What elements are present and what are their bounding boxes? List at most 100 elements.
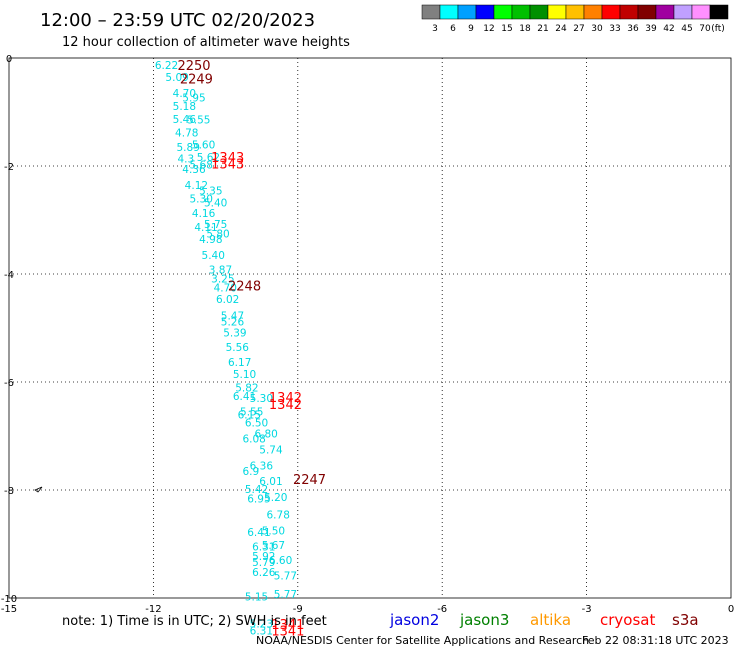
wave-height-value: 5.79 [252,557,275,569]
legend-label: 21 [537,24,548,34]
wave-height-value: 6.31 [250,625,273,637]
pass-time-label: 2248 [228,279,261,294]
legend-label: 12 [483,24,494,34]
wave-height-value: 3.87 [209,265,232,277]
wave-height-value: 5.74 [259,445,283,457]
wave-height-value: 5.26 [221,317,245,329]
plot-border [8,57,732,599]
wave-height-value: 4.3 [177,153,194,165]
legend-label: 36 [627,24,639,34]
grid-lines [9,58,731,598]
pass-time-label: 1343 [211,151,244,166]
wave-height-value: 5.42 [245,484,268,496]
wave-height-value: 6.41 [247,527,270,539]
x-tick-label: -15 [1,604,17,615]
satellite-legend: jason2 jason3 altika cryosat s3a [389,611,699,629]
wave-height-value: 6.36 [250,461,274,473]
legend-label: 15 [501,24,512,34]
footnote: note: 1) Time is in UTC; 2) SWH is in fe… [62,614,327,629]
wave-height-value: 6.15 [238,409,261,421]
wave-height-value: 5.09 [165,72,188,84]
y-tick-label: -6 [4,378,14,389]
wave-height-value: 5.55 [187,115,210,127]
legend-label: 3 [432,24,438,34]
x-axis: -15 -12 -9 -6 -3 0 [1,604,734,615]
legend-label: 27 [573,24,584,34]
x-tick-label: 0 [728,604,734,615]
wave-height-value: 5.39 [223,327,246,339]
legend-swatch [565,4,585,20]
wave-height-value: 4.70 [214,283,237,295]
timestamp: Feb 22 08:31:18 UTC 2023 [582,634,729,647]
wave-height-value: 5.30 [250,393,273,405]
wave-height-value: 6.31 [252,542,275,554]
wave-height-value: 4.70 [173,88,196,100]
legend-label: 6 [450,24,456,34]
legend-swatch [529,4,549,20]
wave-height-value: 5.10 [233,369,256,381]
satellite-jason3: jason3 [459,611,509,629]
wave-height-value: 5.50 [262,526,285,538]
pass-time-label: 2247 [293,473,326,488]
wave-height-value: 4.11 [194,222,217,234]
wave-height-value: 4.16 [192,208,216,220]
pass-time-label: 1341 [271,624,304,639]
legend-swatch [583,4,603,20]
wave-height-value: 5.95 [182,92,205,104]
legend-label: 42 [663,24,674,34]
legend-label: 18 [519,24,531,34]
legend-swatch [493,4,513,20]
pass-time-label: 2250 [177,59,210,74]
wave-height-value: 5.23 [250,618,273,630]
legend-label: 33 [609,24,620,34]
wave-height-value: 6.22 [155,60,178,72]
legend-label: 70 [699,24,711,34]
pass-time-label: 1343 [211,157,244,172]
wave-height-value: 4.12 [185,180,208,192]
wave-height-value: 6.60 [269,555,292,567]
wave-height-value: 6.08 [242,434,265,446]
satellite-jason2: jason2 [389,611,439,629]
wave-height-value: 4.98 [199,234,222,246]
wave-height-value: 5.92 [252,551,275,563]
wave-height-value: 5.60 [192,139,215,151]
y-axis: 0 -2 -4 -6 -8 -10 [1,54,17,605]
wave-height-value: 6.26 [252,567,276,579]
legend-swatch [673,4,693,20]
satellite-cryosat: cryosat [600,611,655,629]
chart-title: 12:00 – 23:59 UTC 02/20/2023 [40,10,315,31]
land-outline [34,486,43,493]
x-tick-label: -9 [293,604,303,615]
satellite-altika: altika [530,611,571,629]
legend-label: 9 [468,24,474,34]
wave-height-value: 4.78 [175,128,198,140]
wave-height-value: 5.77 [274,589,297,601]
wave-height-value: 5.77 [274,570,297,582]
wave-height-value: 5.68 [190,159,213,171]
wave-height-value: 5.40 [204,198,227,210]
wave-height-value: 5.30 [190,193,213,205]
y-tick-label: 0 [6,54,12,65]
wave-height-value: 6.01 [259,476,282,488]
pass-time-label: 1342 [269,398,302,413]
wave-height-value: 5.18 [173,101,196,113]
wave-height-value: 5.15 [245,591,268,603]
chart-subtitle: 12 hour collection of altimeter wave hei… [62,35,350,50]
legend-swatch [637,4,657,20]
wave-height-value: 6.80 [254,428,277,440]
wave-height-value: 5.40 [202,250,225,262]
legend-swatch [511,4,531,20]
y-tick-label: -10 [1,594,17,605]
legend-label: 24 [555,24,567,34]
wave-height-value: 6.02 [216,294,239,306]
wave-height-value: 5.62 [197,152,220,164]
wave-height-value: 5.80 [206,229,229,241]
legend-label: 45 [681,24,692,34]
legend-swatch [547,4,567,20]
wave-height-value: 6.17 [228,357,251,369]
legend-swatch [601,4,621,20]
legend-swatch [655,4,675,20]
